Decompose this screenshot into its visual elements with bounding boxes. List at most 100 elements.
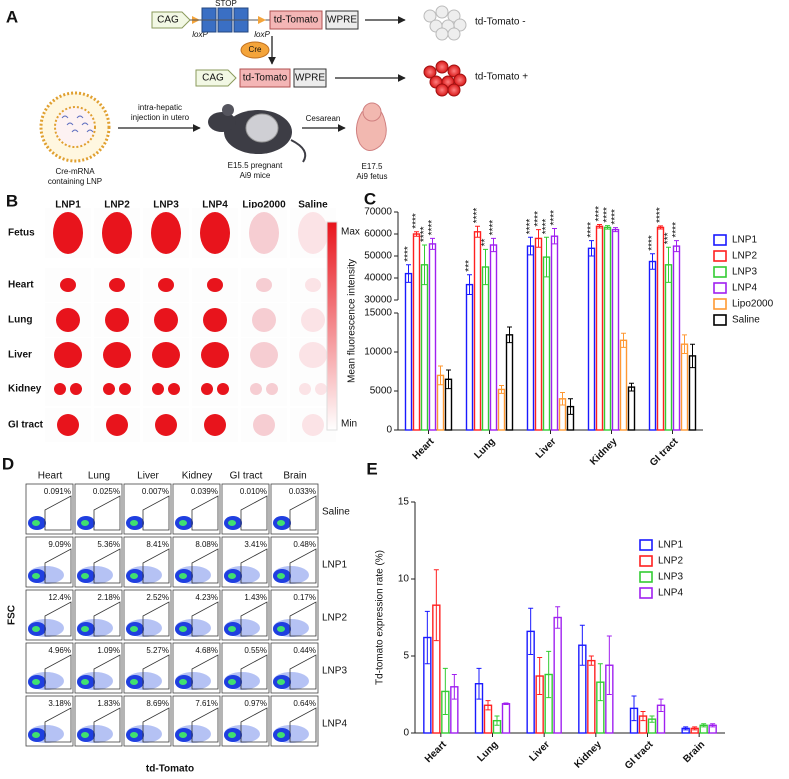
organ [168,383,180,395]
mrna [66,122,74,126]
events-core [277,573,285,579]
image-tile [143,372,189,406]
x-tick-label: GI tract [623,739,656,772]
error-bar [597,663,603,702]
organ [109,278,125,292]
significance-label: **** [472,208,483,224]
gate [142,654,170,690]
gate [240,654,268,690]
mouse-label: E15.5 pregnant [228,161,283,170]
bar [553,616,562,734]
significance-label: **** [525,219,536,235]
step-label: injection in utero [131,113,190,122]
organ [207,278,223,292]
gate-percentage: 4.23% [195,593,218,602]
organ [302,414,324,436]
events-core [130,732,138,738]
bar [420,264,429,431]
gate [191,707,219,743]
gate [240,707,268,743]
organ [158,278,174,292]
colorbar-label: Max [341,227,360,238]
gate-percentage: 0.64% [293,699,316,708]
events-core [179,626,187,632]
error-bar [690,343,695,369]
error-bar [451,673,457,700]
legend-label: LNP3 [658,572,683,583]
panel-label: C [364,189,376,208]
events-core [277,626,285,632]
gate-percentage: 2.52% [146,593,169,602]
row-label: LNP4 [322,719,347,730]
gate-percentage: 0.025% [93,487,120,496]
colorbar [326,221,338,431]
error-bar [414,231,419,237]
error-bar [467,274,472,295]
gate [191,548,219,584]
bar [550,235,559,431]
cell [447,64,461,78]
events-core [277,732,285,738]
error-bar [507,326,512,344]
significance-label: **** [533,211,544,227]
organ [53,212,83,254]
y-axis-label: Td-tomato expression rate (%) [375,550,386,685]
x-tick-label: Heart [423,739,449,765]
organ [103,383,115,395]
gate-percentage: 0.039% [191,487,218,496]
error-bar [544,236,549,278]
gate-percentage: 0.48% [293,540,316,549]
step-label: Cesarean [306,114,341,123]
bar [497,388,506,431]
gate-percentage: 0.010% [240,487,267,496]
organ [152,342,180,368]
significance-label: **** [610,209,621,225]
image-tile [241,372,287,406]
row-label: Heart [8,280,34,291]
bar [627,386,636,431]
error-bar [683,726,689,731]
error-bar [605,225,610,230]
mouse-belly [245,113,279,143]
organ [103,342,131,368]
error-bar [666,246,671,283]
gate [44,707,72,743]
loxp-site [258,16,266,24]
organ [105,308,129,332]
error-bar [649,715,655,723]
bar [428,243,437,431]
x-tick-label: Kidney [572,739,604,771]
error-bar [424,610,430,665]
gate-percentage: 3.41% [244,540,267,549]
events-core [32,626,40,632]
organ [301,308,325,332]
error-bar [710,723,716,728]
fetus-label: E17.5 [362,162,383,171]
cell [435,60,449,74]
error-bar [579,624,585,666]
organ [54,342,82,368]
cell [453,18,467,32]
fetus-label: Ai9 fetus [356,172,387,181]
error-bar [682,334,687,355]
events-core [179,573,187,579]
y-axis-label: Mean fluorescence intensity [347,259,358,383]
gate [44,654,72,690]
reporter [239,68,291,88]
events-core [179,520,187,526]
column-label: LNP4 [202,200,228,211]
bar [412,233,421,431]
row-label: Fetus [8,228,35,239]
row-label: Lung [8,315,32,326]
wpre [325,10,359,30]
gate [289,548,317,584]
loxp-label: loxP [254,30,270,39]
organ [203,308,227,332]
error-bar [631,695,637,722]
events-core [179,679,187,685]
organ [256,278,272,292]
error-bar [442,667,448,716]
organ [57,414,79,436]
gate [191,601,219,637]
